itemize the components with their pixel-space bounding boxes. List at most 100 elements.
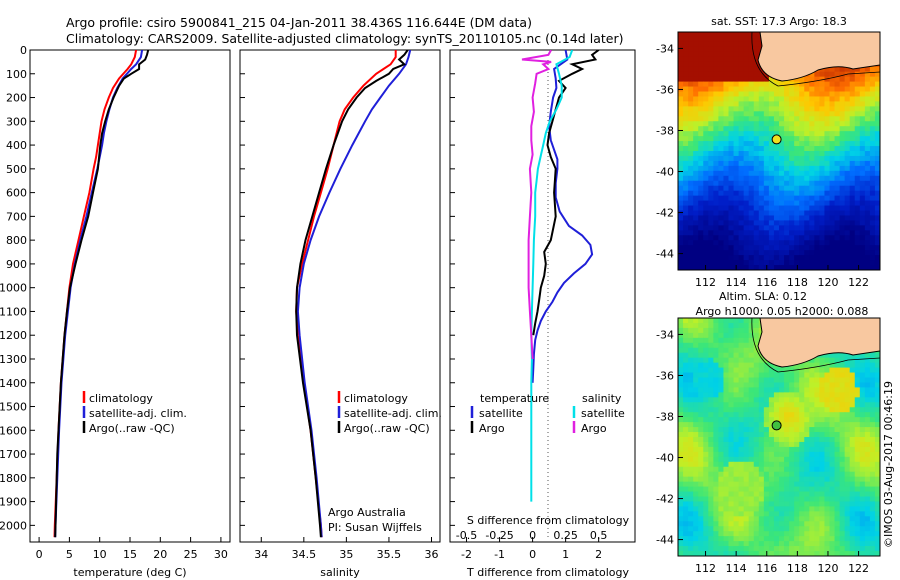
map-cell: [864, 195, 871, 202]
map-cell: [708, 322, 714, 329]
map-cell: [809, 220, 815, 226]
map-cell: [804, 165, 810, 172]
map-cell: [713, 451, 719, 458]
map-cell: [733, 496, 740, 503]
map-cell: [869, 96, 876, 103]
map-cell: [834, 66, 841, 73]
map-cell: [859, 220, 866, 226]
map-cell: [829, 506, 836, 512]
map-cell: [733, 541, 740, 547]
map-cell: [738, 260, 745, 266]
map-cell: [869, 121, 876, 127]
map-cell: [819, 155, 826, 162]
map-cell: [768, 402, 775, 408]
map-cell: [849, 205, 856, 212]
map-cell: [779, 106, 785, 112]
map-cell: [723, 265, 730, 270]
map-cell: [844, 131, 851, 137]
map-cell: [789, 476, 795, 483]
map-cell: [789, 427, 795, 433]
map-cell: [688, 41, 694, 48]
map-cell: [693, 476, 699, 483]
map-cell: [703, 175, 709, 182]
map-cell: [728, 441, 735, 448]
map-cell: [859, 96, 866, 103]
map-cell: [738, 387, 745, 393]
map-cell: [718, 146, 725, 152]
map-cell: [834, 155, 841, 162]
map-cell: [799, 136, 805, 142]
map-cell: [824, 382, 831, 389]
map-cell: [683, 397, 689, 403]
map-cell: [854, 511, 861, 517]
map-cell: [768, 225, 775, 231]
map-cell: [814, 491, 820, 498]
map-cell: [784, 151, 790, 157]
map-cell: [713, 86, 719, 93]
map-cell: [829, 417, 836, 423]
map-cell: [678, 352, 684, 359]
map-cell: [683, 61, 689, 68]
map-cell: [789, 160, 795, 167]
map-cell: [794, 190, 800, 197]
map-cell: [829, 151, 836, 157]
map-cell: [773, 382, 780, 389]
map-cell: [713, 51, 719, 58]
map-cell: [743, 141, 750, 147]
map-cell: [834, 190, 841, 197]
map-cell: [743, 146, 750, 152]
map-cell: [849, 190, 856, 197]
map-cell: [794, 86, 800, 93]
map-cell: [708, 141, 714, 147]
depth-tick-label: 1100: [0, 305, 27, 318]
map-cell: [678, 235, 684, 241]
map-cell: [698, 422, 704, 428]
map-cell: [839, 402, 846, 408]
map-cell: [738, 437, 745, 443]
map-cell: [683, 318, 689, 324]
map-cell: [859, 412, 866, 418]
map-cell: [824, 481, 831, 488]
map-cell: [728, 265, 735, 270]
map-cell: [678, 175, 684, 182]
map-cell: [763, 131, 770, 137]
map-cell: [794, 397, 800, 403]
map-cell: [839, 427, 846, 433]
map-cell: [839, 160, 846, 167]
map-cell: [678, 185, 684, 192]
map-cell: [733, 506, 740, 512]
map-cell: [708, 486, 714, 493]
map-cell: [773, 521, 780, 527]
map-cell: [794, 255, 800, 261]
map-cell: [713, 121, 719, 127]
map-cell: [743, 422, 750, 428]
map-cell: [713, 327, 719, 334]
map-cell: [693, 347, 699, 354]
map-cell: [693, 106, 699, 112]
map-cell: [834, 121, 841, 127]
map-cell: [839, 260, 846, 266]
map-cell: [733, 367, 740, 374]
map-cell: [799, 481, 805, 488]
map-cell: [819, 367, 826, 374]
map-cell: [849, 451, 856, 458]
map-cell: [713, 101, 719, 107]
map-cell: [784, 230, 790, 236]
map-cell: [743, 441, 750, 448]
map-cell: [763, 541, 770, 547]
map-cell: [869, 511, 876, 517]
map-cell: [693, 342, 699, 349]
map-cell: [869, 446, 876, 453]
map-cell: [874, 205, 880, 212]
map-cell: [844, 352, 851, 359]
map-cell: [693, 41, 699, 48]
map-cell: [869, 451, 876, 458]
map-cell: [743, 116, 750, 122]
map-cell: [718, 225, 725, 231]
map-cell: [693, 230, 699, 236]
map-cell: [718, 531, 725, 537]
map-cell: [869, 175, 876, 182]
map-cell: [688, 121, 694, 127]
map-cell: [844, 402, 851, 408]
map-cell: [758, 146, 765, 152]
